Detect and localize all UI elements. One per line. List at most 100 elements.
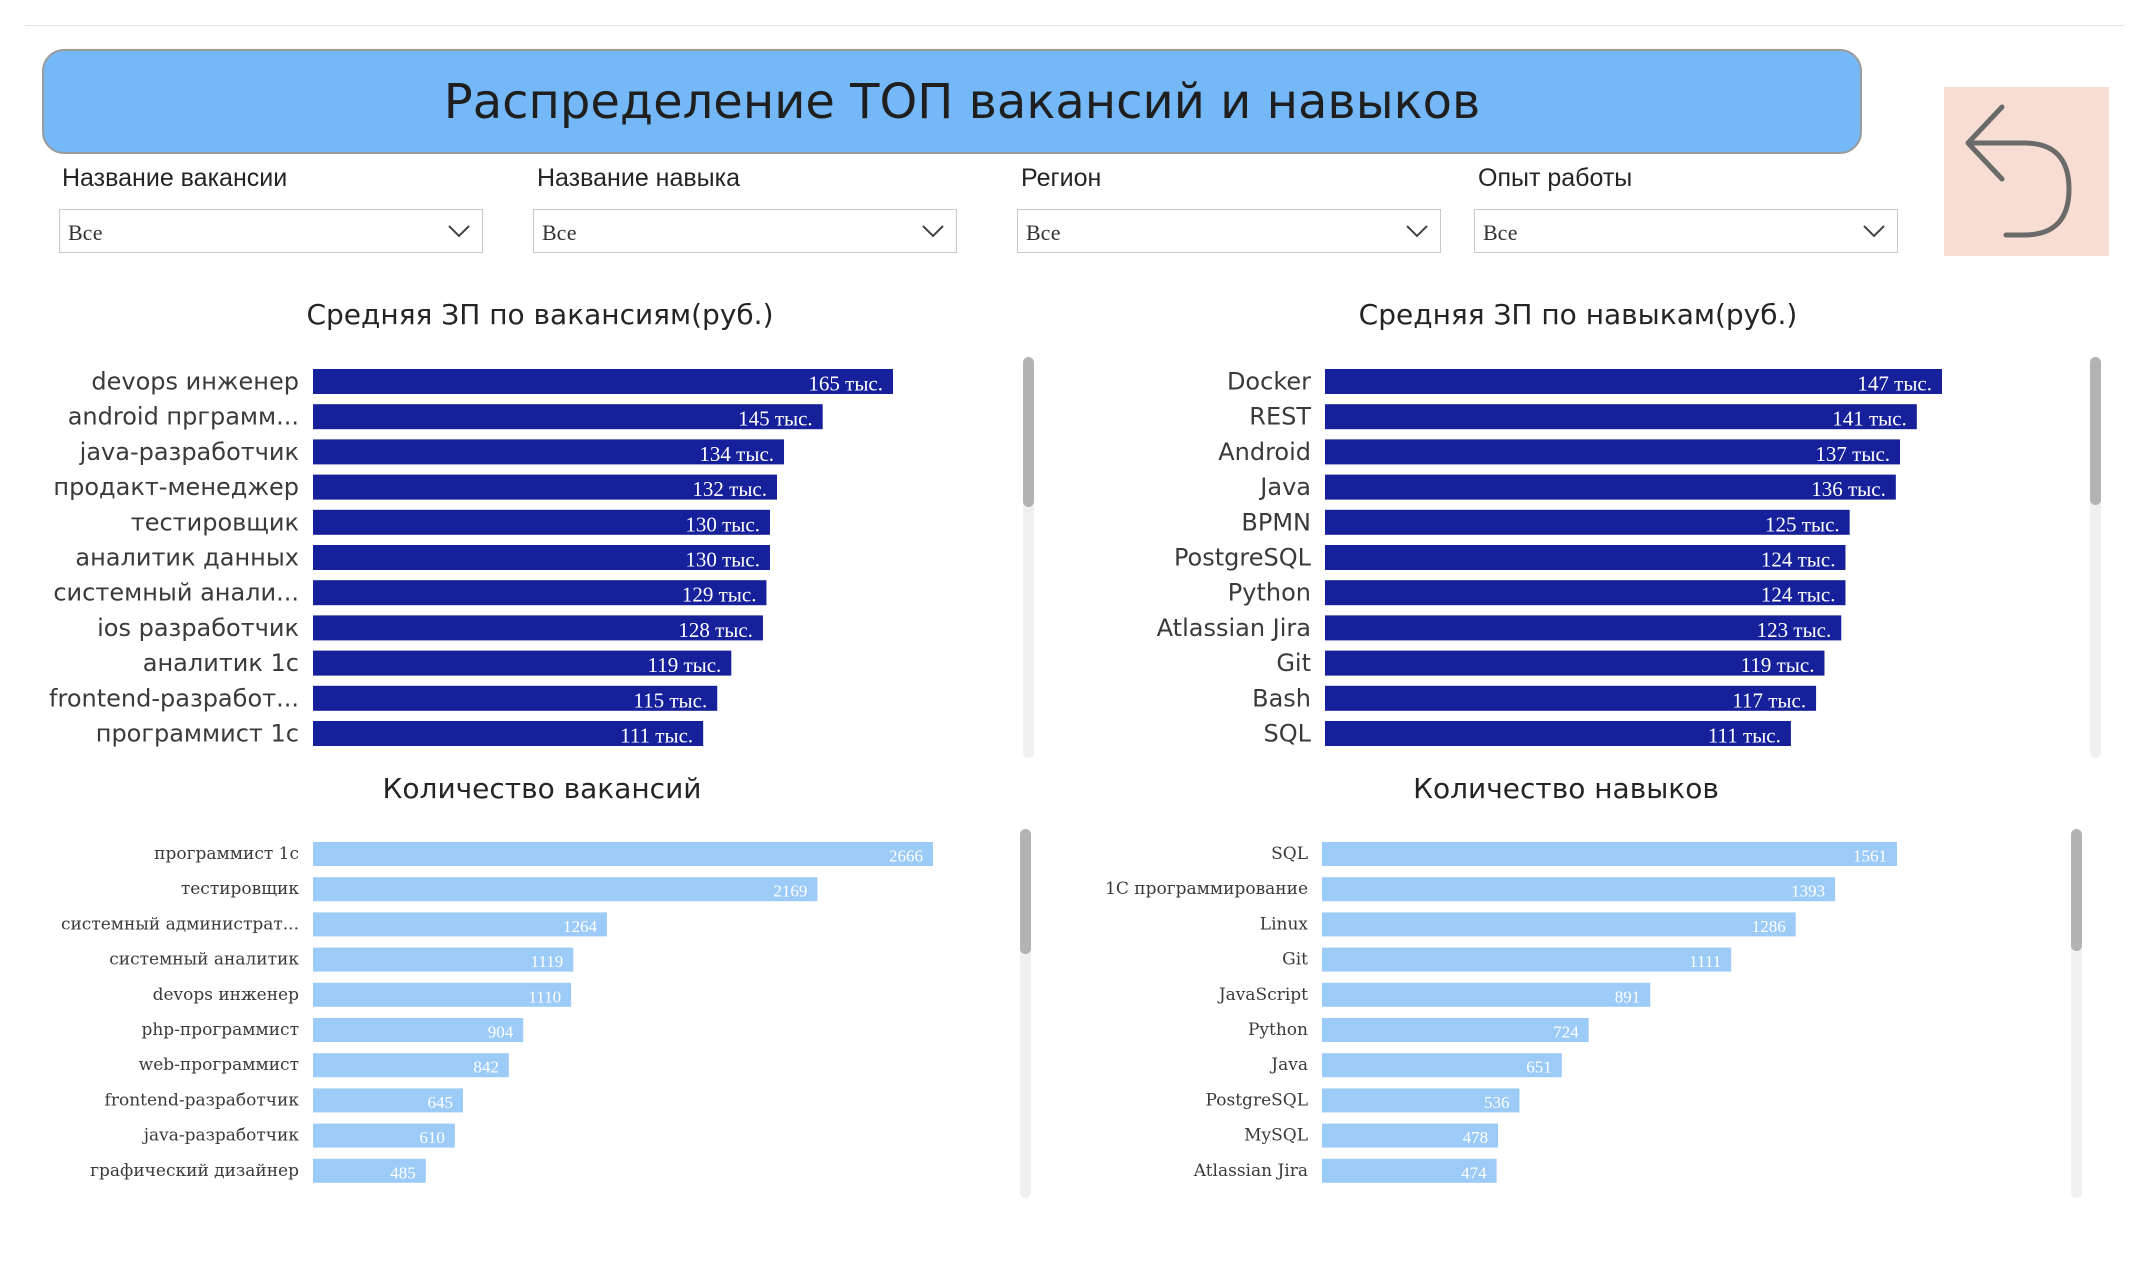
data-label: 128 тыс. [678,618,753,642]
bar[interactable] [1325,580,1846,606]
bar[interactable] [313,439,785,465]
data-label: 1119 [530,952,563,971]
filter-dropdown-region[interactable]: Все [1017,209,1441,253]
chevron-down-icon [1406,225,1428,238]
category-label: devops инженер [91,368,299,396]
bar[interactable] [1325,439,1901,465]
scrollbar[interactable] [1023,357,1034,758]
bar[interactable] [1325,615,1842,641]
data-label: 485 [390,1163,416,1182]
bar[interactable] [313,1053,509,1078]
data-label: 1110 [528,987,561,1006]
bar[interactable] [1322,912,1796,937]
bar-row: Python 124 тыс. [1228,579,1846,607]
bar[interactable] [313,474,777,500]
bar[interactable] [313,877,818,902]
bar[interactable] [313,615,763,641]
bar[interactable] [313,545,770,570]
data-label: 132 тыс. [692,477,767,501]
data-label: 130 тыс. [685,548,760,572]
bar[interactable] [313,1158,426,1183]
chart-skill-count: SQL 1561 1С программирование 1393 Linux 1286 G… [1105,842,1897,1183]
bar[interactable] [1325,721,1791,746]
category-label: Java [1258,473,1311,501]
bar-row: ios разработчик 128 тыс. [97,614,763,642]
data-label: 136 тыс. [1811,477,1886,501]
bar-row: SQL 111 тыс. [1264,720,1791,748]
category-label: Atlassian Jira [1193,1161,1308,1181]
scrollbar-thumb[interactable] [2090,357,2101,505]
data-label: 123 тыс. [1757,618,1832,642]
category-label: BPMN [1241,508,1311,536]
data-label: 610 [419,1128,445,1147]
bar[interactable] [1322,877,1836,902]
bar[interactable] [1325,369,1942,394]
bar[interactable] [313,685,718,711]
bar[interactable] [1325,404,1917,430]
category-label: web-программист [139,1055,299,1075]
bar[interactable] [1322,1088,1520,1113]
category-label: аналитик 1с [143,649,299,677]
bar[interactable] [1322,1158,1497,1183]
bar[interactable] [1325,474,1896,500]
bar-row: REST 141 тыс. [1249,403,1917,431]
bar-row: Linux 1286 [1260,912,1796,937]
bar[interactable] [313,947,574,972]
bar[interactable] [313,912,607,937]
bar-row: BPMN 125 тыс. [1241,508,1850,536]
scrollbar[interactable] [1020,829,1031,1198]
bar[interactable] [313,650,732,676]
scrollbar-thumb[interactable] [1020,829,1031,954]
bar[interactable] [313,1018,524,1042]
back-button[interactable] [1944,87,2109,256]
bar[interactable] [313,404,823,430]
bar[interactable] [1325,685,1817,711]
bar[interactable] [1325,650,1825,676]
bar[interactable] [313,721,704,746]
category-label: Python [1248,1020,1308,1040]
scrollbar[interactable] [2090,357,2101,758]
bar[interactable] [313,509,770,535]
filter-value: Все [68,220,103,245]
bar-row: программист 1с 111 тыс. [96,720,704,748]
bar[interactable] [313,369,893,394]
bar[interactable] [1322,1053,1562,1078]
data-label: 119 тыс. [1741,653,1815,677]
data-label: 141 тыс. [1832,407,1907,431]
category-label: REST [1249,403,1311,431]
scrollbar[interactable] [2071,829,2082,1198]
bar[interactable] [313,580,767,606]
data-label: 130 тыс. [685,512,760,536]
data-label: 1111 [1689,952,1721,971]
bar-row: Python 724 [1248,1018,1589,1042]
data-label: 165 тыс. [808,372,883,396]
category-label: PostgreSQL [1206,1090,1308,1110]
filter-dropdown-skill[interactable]: Все [533,209,957,253]
bar[interactable] [1325,509,1850,535]
bar-row: тестировщик 2169 [181,877,818,902]
data-label: 1286 [1752,917,1786,936]
category-label: devops инженер [153,985,300,1005]
bar[interactable] [313,982,572,1007]
data-label: 536 [1484,1093,1510,1112]
data-label: 117 тыс. [1732,688,1806,712]
bar-row: Atlassian Jira 474 [1193,1158,1497,1183]
category-label: JavaScript [1217,985,1308,1005]
filter-dropdown-experience[interactable]: Все [1474,209,1898,253]
bar[interactable] [1325,545,1846,570]
bar-row: 1С программирование 1393 [1105,877,1836,902]
category-label: SQL [1271,844,1308,864]
data-label: 124 тыс. [1761,583,1836,607]
bar[interactable] [1322,947,1732,972]
filter-dropdown-vacancy[interactable]: Все [59,209,483,253]
scrollbar-thumb[interactable] [1023,357,1034,507]
bar[interactable] [313,842,933,866]
bar[interactable] [1322,842,1897,866]
category-label: MySQL [1244,1126,1308,1146]
bar[interactable] [1322,1123,1499,1148]
bar[interactable] [313,1123,455,1148]
bar[interactable] [1322,982,1651,1007]
scrollbar-thumb[interactable] [2071,829,2082,951]
bar[interactable] [313,1088,463,1113]
bar[interactable] [1322,1018,1589,1042]
